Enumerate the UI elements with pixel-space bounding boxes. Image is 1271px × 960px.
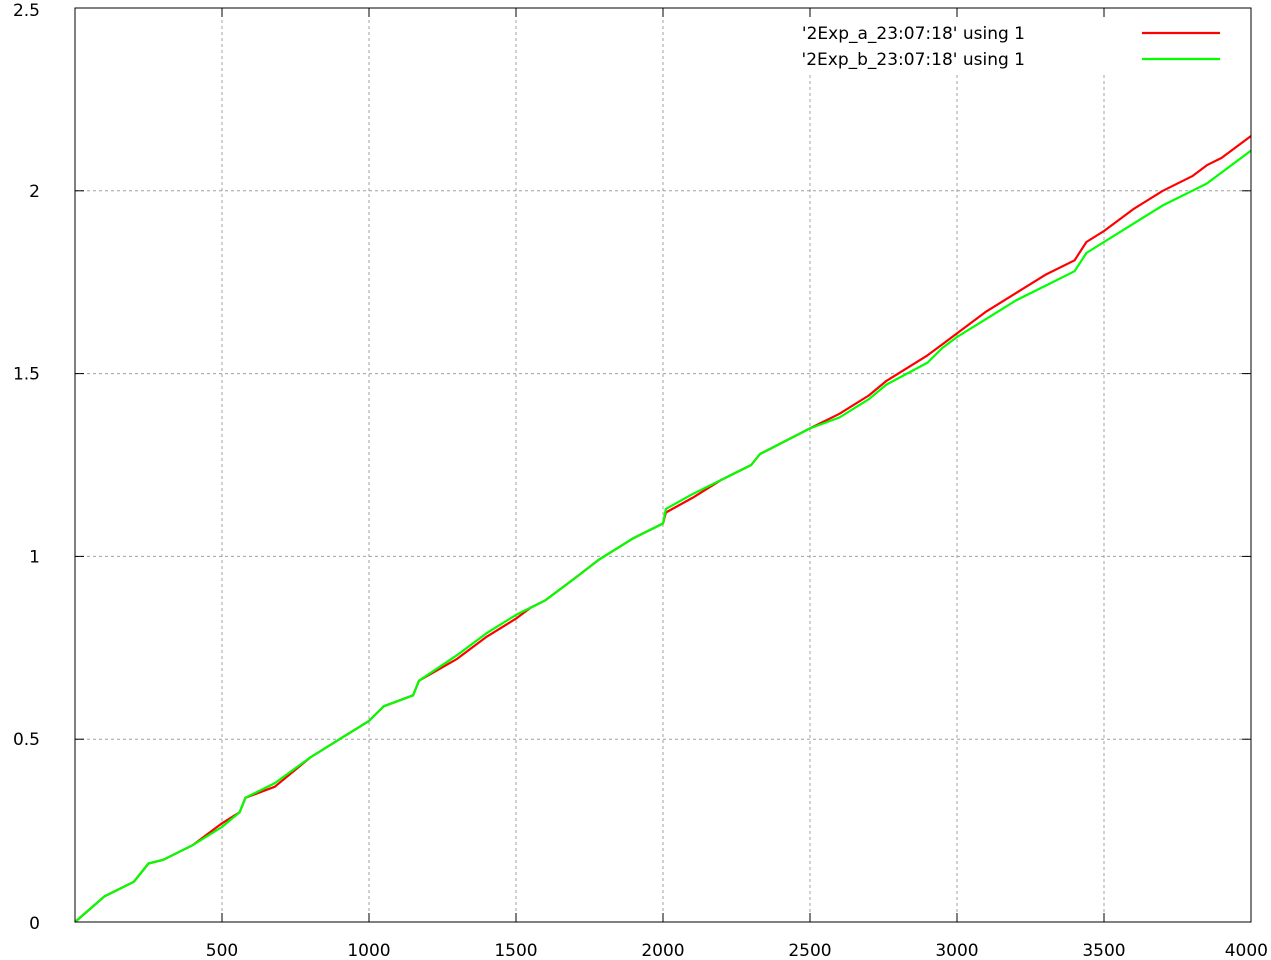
x-tick-label: 500 bbox=[206, 941, 238, 960]
y-tick-label: 1 bbox=[29, 547, 40, 567]
legend: '2Exp_a_23:07:18' using 1 '2Exp_b_23:07:1… bbox=[802, 24, 1220, 70]
series-layer bbox=[74, 135, 1252, 923]
x-tick-label: 3500 bbox=[1082, 941, 1125, 960]
y-tick-label: 2 bbox=[29, 182, 40, 202]
x-tick-label: 2500 bbox=[788, 941, 831, 960]
x-tick-label: 1500 bbox=[494, 941, 537, 960]
axis-ticks bbox=[75, 7, 1252, 923]
x-tick-label: 2000 bbox=[641, 941, 684, 960]
grid-lines bbox=[75, 8, 1251, 922]
tick-labels: 500 1000 1500 2000 2500 3000 3500 4000 0 0.5 1 1.5 2… bbox=[13, 1, 1268, 960]
legend-label-1: '2Exp_a_23:07:18' using 1 bbox=[802, 24, 1025, 44]
y-tick-label: 2.5 bbox=[13, 1, 40, 21]
y-tick-label: 1.5 bbox=[13, 365, 40, 385]
y-tick-label: 0.5 bbox=[13, 730, 40, 750]
legend-label-2: '2Exp_b_23:07:18' using 1 bbox=[802, 50, 1025, 70]
x-tick-label: 1000 bbox=[347, 941, 390, 960]
y-tick-label: 0 bbox=[29, 914, 40, 934]
x-tick-label: 3000 bbox=[935, 941, 978, 960]
series-line-2 bbox=[74, 149, 1252, 923]
x-tick-label: 4000 bbox=[1225, 941, 1268, 960]
